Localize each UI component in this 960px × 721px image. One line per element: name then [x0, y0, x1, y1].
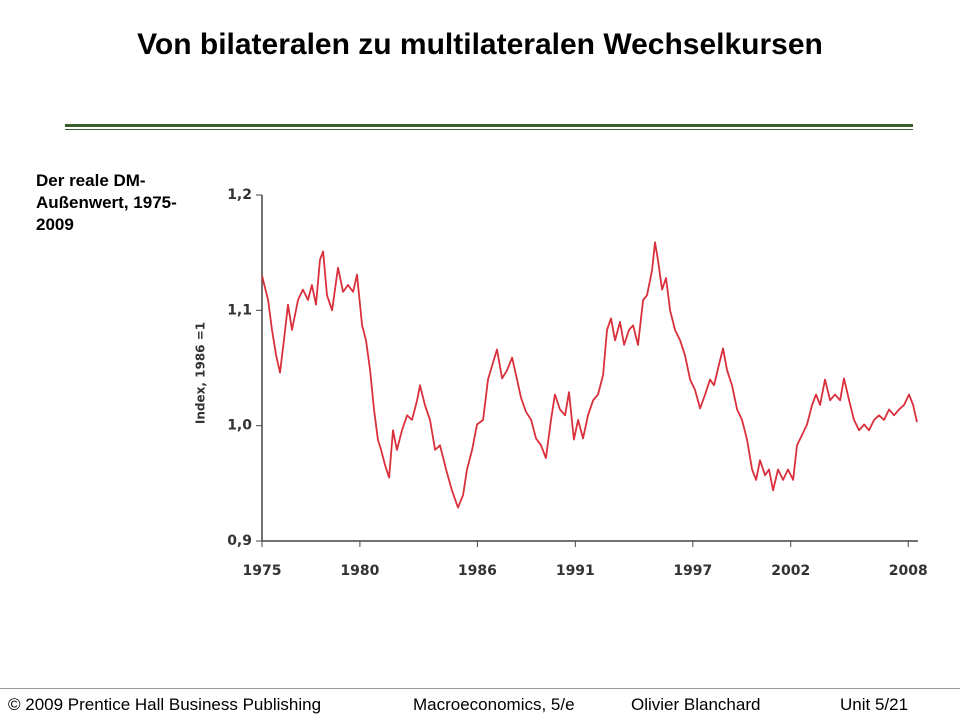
x-tick-label: 1975 [243, 563, 282, 579]
chart: 1,2 1,1 1,0 0,9 1975 1980 1986 1991 1997 2002 2008… [194, 187, 928, 579]
y-tick-label: 1,0 [227, 418, 252, 434]
chart-caption: Der reale DM-Außenwert, 1975-2009 [36, 171, 177, 234]
footer-text: Macroeconomics, 5/e [413, 695, 575, 714]
x-tick-label: 1997 [673, 563, 712, 579]
y-tick-label: 1,2 [227, 187, 252, 203]
y-tick-label: 1,1 [227, 302, 252, 318]
title-rule [65, 129, 913, 130]
x-tick-label: 1991 [556, 563, 595, 579]
y-tick-label: 0,9 [227, 533, 252, 549]
slide-title: Von bilateralen zu multilateralen Wechse… [137, 28, 823, 61]
x-tick-label: 2008 [889, 563, 928, 579]
footer-text: Olivier Blanchard [631, 695, 761, 714]
x-tick-label: 1986 [458, 563, 497, 579]
title-rule [65, 124, 913, 127]
footer: © 2009 Prentice Hall Business Publishing… [0, 688, 960, 721]
footer-text: Unit 5/21 [840, 695, 909, 714]
x-tick-label: 1980 [340, 563, 379, 579]
footer-text: © 2009 Prentice Hall Business Publishing [8, 695, 322, 714]
x-tick-label: 2002 [771, 563, 810, 579]
y-axis-label: Index, 1986 =1 [194, 322, 208, 424]
line-series [261, 241, 918, 509]
